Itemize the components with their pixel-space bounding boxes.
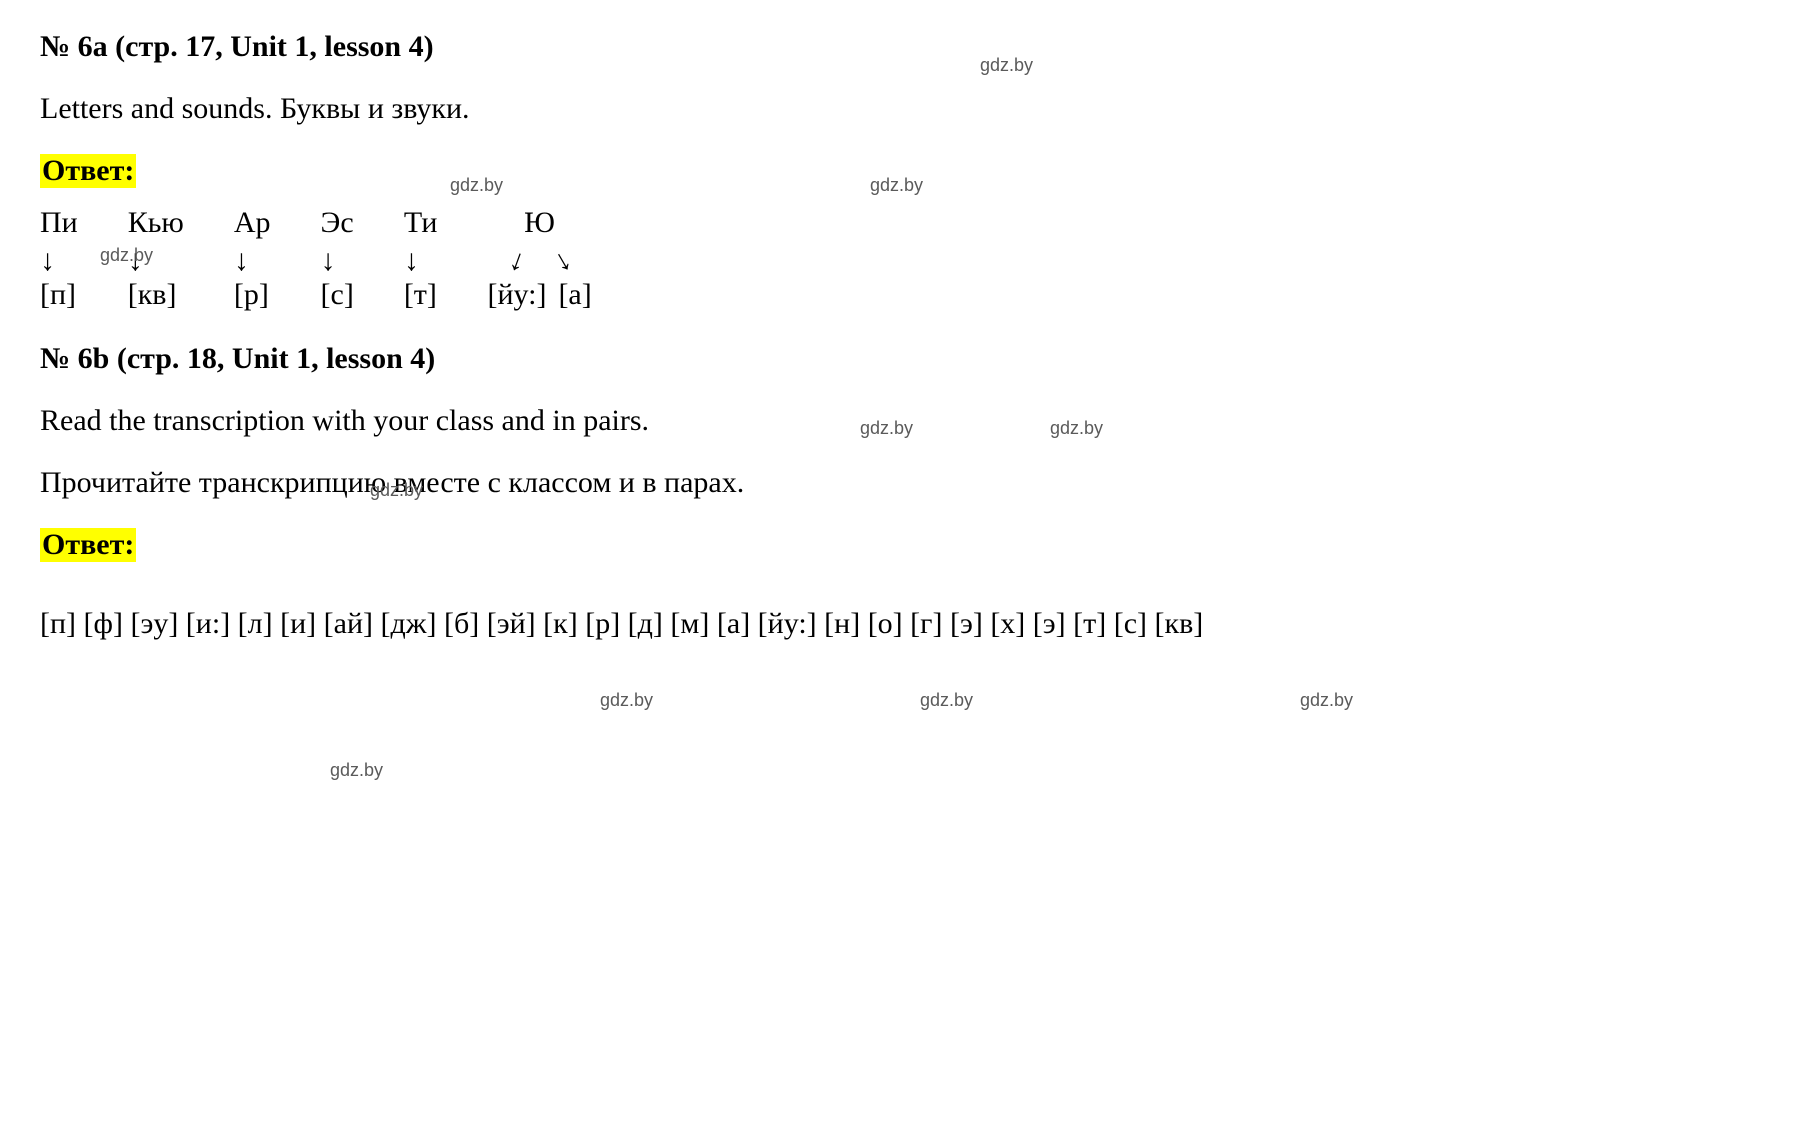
sound: [п] [40,278,76,312]
arrow-down-right-icon: ↓ [548,244,576,277]
section-a-subtitle: Letters and sounds. Буквы и звуки. [40,92,1763,126]
watermark: gdz.by [330,760,383,781]
section-b-english: Read the transcription with your class a… [40,404,1763,438]
section-b-heading: № 6b (стр. 18, Unit 1, lesson 4) [40,342,1763,376]
arrow-down-icon: ↓ [40,246,55,276]
sound: [кв] [128,278,177,312]
sound: [т] [404,278,437,312]
letter-name: Пи [40,206,78,240]
watermark: gdz.by [1300,690,1353,711]
column-r: Ар ↓ [р] [234,206,271,312]
letter-name: Эс [321,206,354,240]
letter-name: Ю [524,206,555,240]
watermark: gdz.by [600,690,653,711]
column-q: Кью ↓ [кв] [128,206,184,312]
phonetic-answer: [п] [ф] [эу] [и:] [л] [и] [ай] [дж] [б] … [40,598,1763,649]
arrow-down-icon: ↓ [234,246,249,276]
watermark: gdz.by [920,690,973,711]
arrow-down-icon: ↓ [128,246,143,276]
section-b-russian: Прочитайте транскрипцию вместе с классом… [40,466,1763,500]
sound: [с] [321,278,354,312]
sound: [р] [234,278,269,312]
arrow-down-icon: ↓ [404,246,419,276]
column-p: Пи ↓ [п] [40,206,78,312]
letter-name: Кью [128,206,184,240]
transcription-table: Пи ↓ [п] Кью ↓ [кв] Ар ↓ [р] Эс ↓ [с] Ти… [40,206,1763,312]
column-u: Ю ↓ ↓ [йу:] [а] [487,206,591,312]
answer-label-a: Ответ: [40,154,136,188]
arrow-down-left-icon: ↓ [505,244,529,277]
sound: [йу:] [487,278,546,312]
column-s: Эс ↓ [с] [321,206,354,312]
sound: [а] [558,278,591,312]
section-a-heading: № 6a (стр. 17, Unit 1, lesson 4) [40,30,1763,64]
arrow-down-icon: ↓ [321,246,336,276]
letter-name: Ар [234,206,271,240]
column-t: Ти ↓ [т] [404,206,438,312]
letter-name: Ти [404,206,438,240]
answer-label-b: Ответ: [40,528,136,562]
